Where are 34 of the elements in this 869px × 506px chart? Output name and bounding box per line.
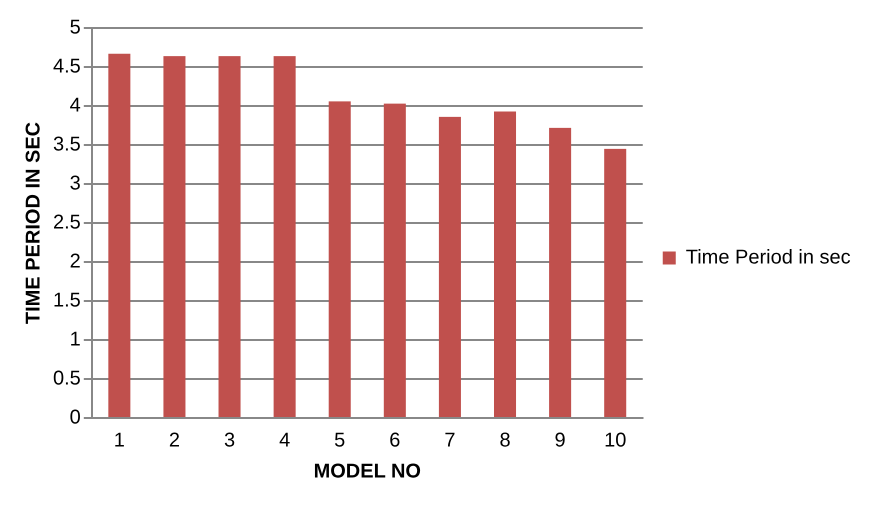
y-tick-label: 1.5 (52, 290, 81, 312)
x-tick-label: 8 (499, 430, 511, 452)
x-axis-title: MODEL NO (314, 460, 421, 483)
bar (274, 56, 296, 417)
y-tick-label: 5 (70, 16, 81, 39)
x-tick-label: 9 (554, 430, 566, 452)
bar (108, 54, 130, 417)
x-tick-label: 7 (444, 430, 456, 452)
bar (384, 104, 406, 417)
y-axis-title: TIME PERIOD IN SEC (22, 122, 45, 324)
y-tick-label: 0.5 (52, 368, 81, 390)
y-tick-label: 0 (70, 406, 81, 429)
x-tick-label: 6 (389, 430, 400, 452)
bar (604, 148, 626, 417)
y-tick-label: 1 (70, 328, 81, 351)
bar (549, 128, 572, 417)
bar (438, 116, 461, 417)
y-tick-label: 4 (70, 94, 81, 117)
x-tick-label: 1 (114, 430, 125, 452)
x-tick-label: 3 (224, 430, 236, 452)
bar (328, 101, 351, 417)
x-tick-label: 2 (168, 430, 180, 452)
y-tick-label: 3.5 (52, 134, 81, 156)
legend-label: Time Period in sec (686, 246, 851, 269)
x-tick-label: 10 (604, 430, 626, 452)
y-tick-label: 2 (70, 250, 81, 273)
x-tick-label: 4 (279, 430, 290, 452)
y-tick-label: 3 (70, 172, 81, 195)
bar (218, 56, 241, 417)
bar (494, 111, 516, 417)
x-tick-label: 5 (334, 430, 346, 452)
y-tick-label: 4.5 (52, 56, 81, 78)
bar (163, 56, 186, 417)
y-tick-label: 2.5 (52, 212, 81, 234)
